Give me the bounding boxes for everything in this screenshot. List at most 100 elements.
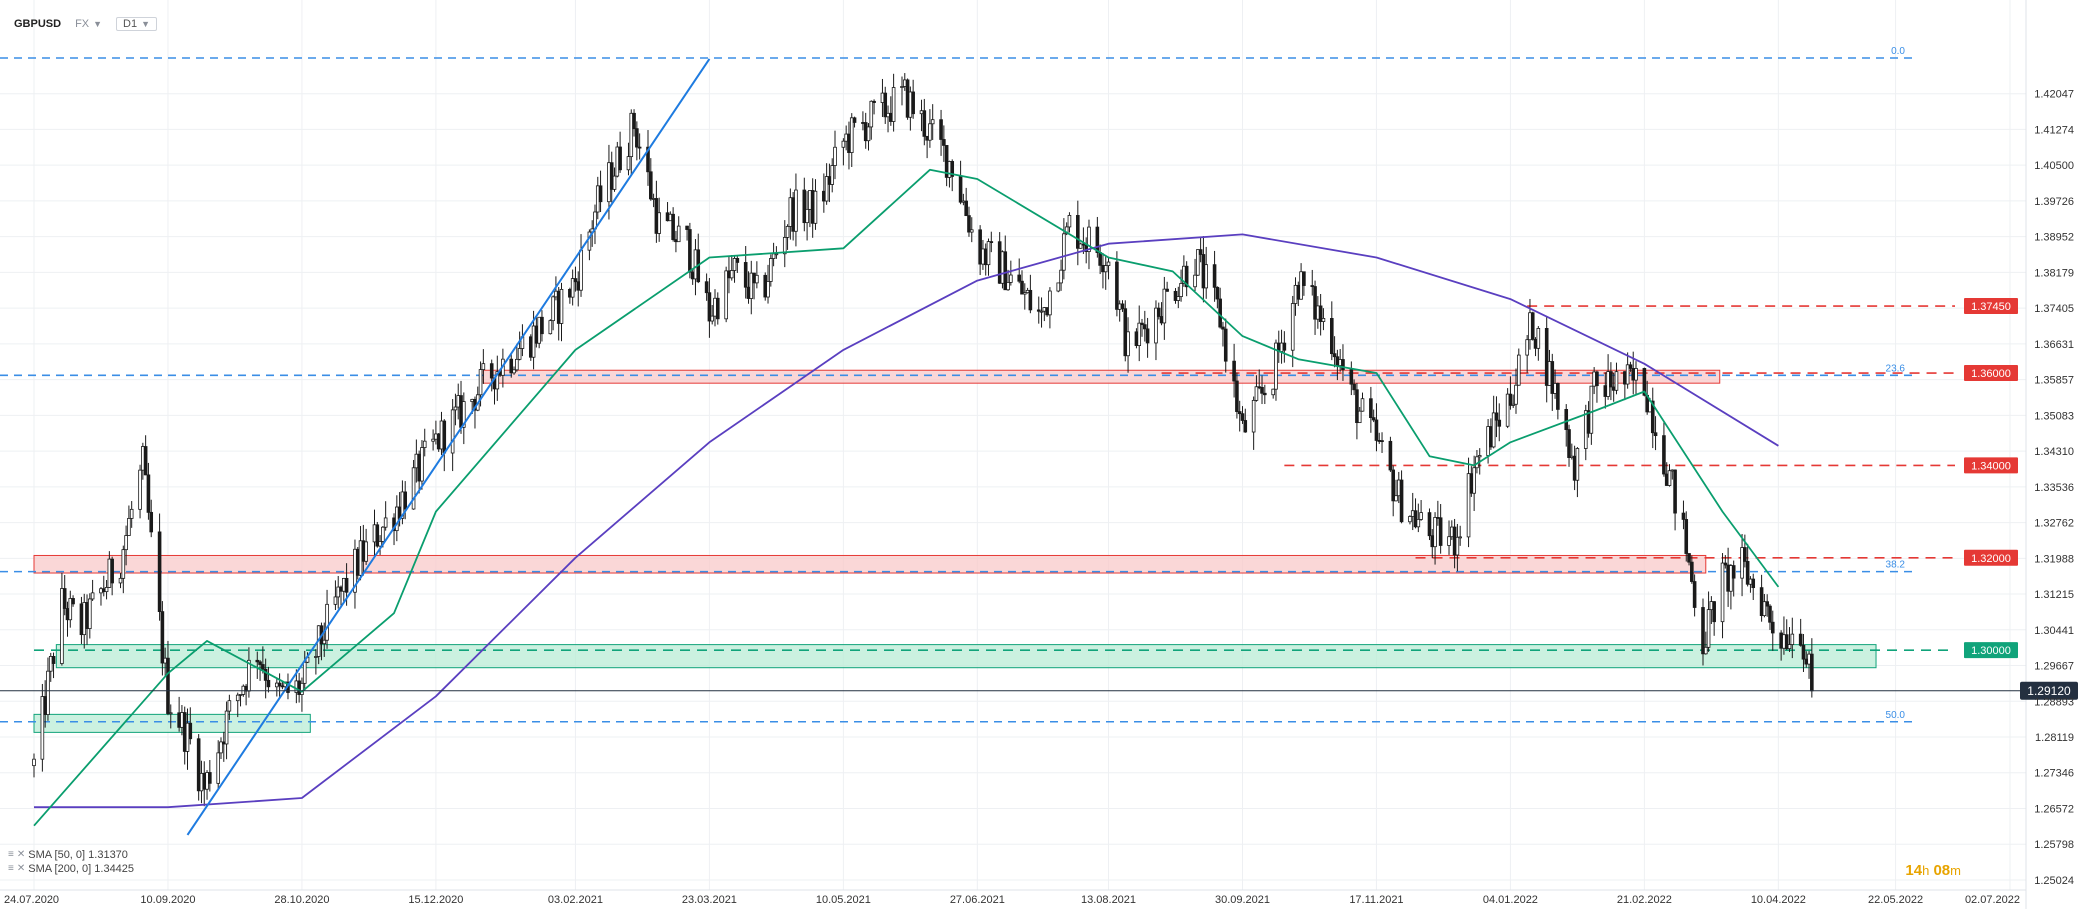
- candle[interactable]: [676, 216, 681, 243]
- candle[interactable]: [355, 547, 360, 580]
- candle[interactable]: [657, 197, 661, 242]
- candle[interactable]: [314, 649, 318, 675]
- candle[interactable]: [1391, 465, 1395, 517]
- candle[interactable]: [1341, 344, 1345, 381]
- candle[interactable]: [1240, 406, 1245, 424]
- candle[interactable]: [1634, 361, 1638, 395]
- legend-item-sma200[interactable]: ≡ ✕ SMA [200, 0] 1.34425: [8, 862, 134, 876]
- settings-icon[interactable]: ≡: [8, 863, 14, 874]
- candle[interactable]: [1260, 375, 1264, 405]
- candle[interactable]: [1494, 396, 1499, 438]
- green-zone[interactable]: [33, 713, 311, 733]
- candle[interactable]: [755, 261, 759, 289]
- candle[interactable]: [208, 759, 212, 792]
- candle[interactable]: [911, 79, 915, 119]
- candle[interactable]: [32, 753, 36, 778]
- candle[interactable]: [512, 366, 516, 375]
- candle[interactable]: [146, 462, 151, 520]
- candle[interactable]: [1165, 281, 1169, 292]
- red-zone[interactable]: [33, 554, 1707, 574]
- candle[interactable]: [1790, 617, 1795, 659]
- candle[interactable]: [138, 464, 142, 519]
- candle[interactable]: [422, 428, 427, 457]
- candle[interactable]: [1145, 317, 1150, 358]
- candle[interactable]: [1321, 308, 1326, 331]
- candle[interactable]: [1223, 318, 1228, 373]
- candle[interactable]: [1408, 515, 1412, 525]
- candle[interactable]: [1768, 604, 1772, 630]
- candle[interactable]: [1282, 331, 1287, 363]
- candle[interactable]: [732, 256, 737, 283]
- last-price-tag[interactable]: 1.29120: [2020, 681, 2078, 700]
- candle[interactable]: [1106, 256, 1111, 280]
- candle[interactable]: [1511, 394, 1516, 409]
- candle[interactable]: [1595, 370, 1599, 403]
- candle[interactable]: [1115, 251, 1119, 317]
- candle[interactable]: [1371, 409, 1376, 423]
- candle[interactable]: [869, 100, 874, 140]
- candle[interactable]: [1770, 610, 1775, 651]
- candle[interactable]: [1536, 326, 1541, 361]
- candle[interactable]: [300, 677, 304, 712]
- candle[interactable]: [1254, 375, 1259, 402]
- candle[interactable]: [1009, 260, 1013, 286]
- candle[interactable]: [1243, 408, 1248, 433]
- candle[interactable]: [1103, 255, 1108, 290]
- candle[interactable]: [528, 334, 533, 361]
- candle[interactable]: [729, 254, 734, 281]
- candle[interactable]: [598, 170, 603, 213]
- candle[interactable]: [537, 316, 541, 349]
- candle[interactable]: [1662, 421, 1666, 477]
- candle[interactable]: [46, 657, 50, 721]
- candle[interactable]: [235, 692, 240, 718]
- candle[interactable]: [1745, 543, 1750, 587]
- candle[interactable]: [1357, 406, 1362, 424]
- candle[interactable]: [1318, 293, 1323, 336]
- candle[interactable]: [1413, 498, 1418, 529]
- candle[interactable]: [626, 142, 631, 176]
- candle[interactable]: [1310, 269, 1315, 296]
- settings-icon[interactable]: ≡: [8, 849, 14, 860]
- candle[interactable]: [1087, 219, 1091, 270]
- candle[interactable]: [1156, 302, 1161, 320]
- candle[interactable]: [766, 264, 770, 304]
- candle[interactable]: [749, 260, 754, 315]
- candle[interactable]: [266, 666, 271, 693]
- candle[interactable]: [824, 163, 829, 205]
- candle[interactable]: [1006, 269, 1010, 291]
- candle[interactable]: [849, 113, 854, 168]
- candle[interactable]: [1427, 508, 1432, 541]
- candle[interactable]: [263, 658, 268, 699]
- candle[interactable]: [1525, 335, 1529, 373]
- candle[interactable]: [922, 98, 927, 146]
- candle[interactable]: [1349, 361, 1354, 396]
- candle[interactable]: [1120, 300, 1125, 312]
- level-tag[interactable]: 1.34000: [1964, 457, 2018, 474]
- candle[interactable]: [364, 528, 368, 565]
- candle[interactable]: [1466, 457, 1471, 548]
- candle[interactable]: [1419, 500, 1423, 521]
- candle[interactable]: [833, 130, 837, 180]
- candle[interactable]: [431, 429, 435, 451]
- candle[interactable]: [1221, 321, 1225, 347]
- candle[interactable]: [1564, 404, 1569, 447]
- candle[interactable]: [763, 272, 768, 301]
- candle[interactable]: [1237, 400, 1242, 432]
- candle[interactable]: [110, 556, 114, 596]
- close-icon[interactable]: ✕: [16, 849, 26, 860]
- candle[interactable]: [1179, 269, 1183, 302]
- candle[interactable]: [989, 231, 994, 253]
- candle[interactable]: [883, 86, 888, 124]
- candle[interactable]: [411, 459, 416, 510]
- candle[interactable]: [129, 501, 134, 528]
- candle[interactable]: [1204, 246, 1209, 299]
- candle[interactable]: [830, 158, 835, 193]
- candle[interactable]: [905, 78, 910, 120]
- candle[interactable]: [688, 222, 692, 279]
- candle[interactable]: [1751, 573, 1756, 600]
- candle[interactable]: [1302, 271, 1306, 296]
- candle[interactable]: [1416, 503, 1421, 533]
- candle[interactable]: [420, 440, 424, 490]
- candle[interactable]: [383, 501, 388, 531]
- candle[interactable]: [928, 109, 932, 148]
